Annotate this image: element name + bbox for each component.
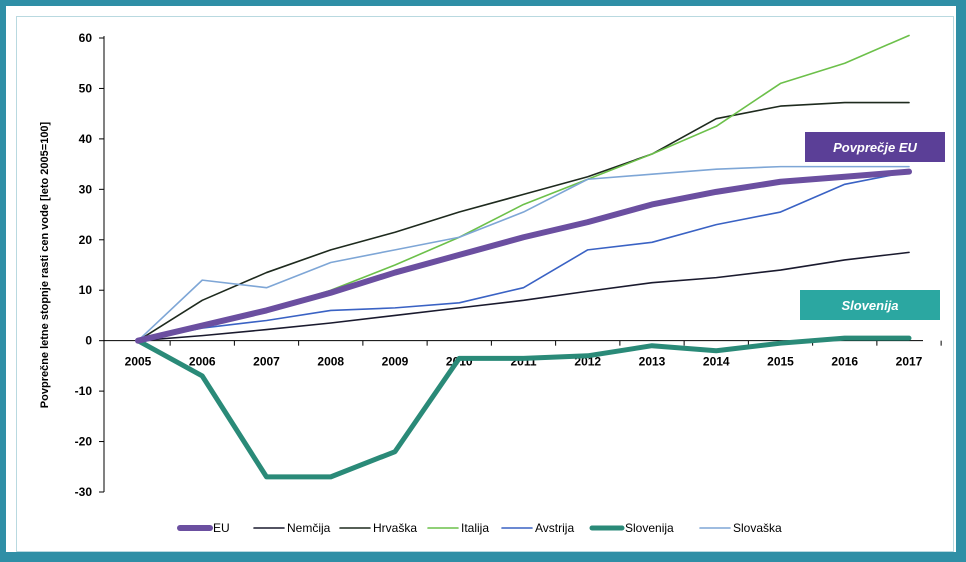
- x-tick-label: 2009: [382, 355, 409, 369]
- y-tick-label: 40: [79, 132, 93, 146]
- chart-series: [135, 34, 912, 480]
- series-line-slovaška: [137, 165, 910, 342]
- x-tick-label: 2016: [831, 355, 858, 369]
- series-line-avstrija: [137, 170, 910, 342]
- y-tick-label: -10: [75, 384, 93, 398]
- callout-box: [805, 132, 945, 162]
- x-tick-label: 2015: [767, 355, 794, 369]
- y-tick-label: 30: [79, 182, 93, 196]
- legend-label: Avstrija: [535, 521, 574, 535]
- x-tick-label: 2007: [253, 355, 280, 369]
- series-line-slovenija: [135, 335, 912, 480]
- legend-label: Nemčija: [287, 521, 331, 535]
- y-tick-label: -20: [75, 435, 93, 449]
- chart-legend: EU Nemčija Hrvaška Italija Avstrija Slovenija…: [177, 521, 782, 535]
- x-tick-label: 2013: [639, 355, 666, 369]
- y-tick-label: 20: [79, 233, 93, 247]
- callout-label: Povprečje EU: [833, 140, 917, 155]
- x-tick-label: 2008: [317, 355, 344, 369]
- y-tick-label: -30: [75, 485, 93, 499]
- y-tick-label: 60: [79, 31, 93, 45]
- series-line-nemčija: [137, 251, 910, 342]
- series-line-eu: [135, 168, 912, 344]
- chart-inner-border: [16, 16, 954, 552]
- y-tick-label: 10: [79, 283, 93, 297]
- series-line-hrvaška: [137, 101, 910, 342]
- legend-label: EU: [213, 521, 230, 535]
- x-tick-label: 2017: [896, 355, 923, 369]
- chart-callouts: Povprečje EU Slovenija: [800, 132, 945, 320]
- series-line-italija: [137, 34, 910, 342]
- legend-label: Hrvaška: [373, 521, 417, 535]
- legend-label: Slovaška: [733, 521, 782, 535]
- y-axis-label: Povprečne letne stopnje rasti cen vode […: [39, 121, 51, 408]
- x-tick-label: 2006: [189, 355, 216, 369]
- x-tick-label: 2014: [703, 355, 730, 369]
- x-tick-label: 2005: [125, 355, 152, 369]
- legend-label: Italija: [461, 521, 489, 535]
- legend-label: Slovenija: [625, 521, 674, 535]
- y-tick-label: 50: [79, 81, 93, 95]
- callout-box: [800, 290, 940, 320]
- y-tick-label: 0: [85, 334, 92, 348]
- callout-label: Slovenija: [841, 298, 898, 313]
